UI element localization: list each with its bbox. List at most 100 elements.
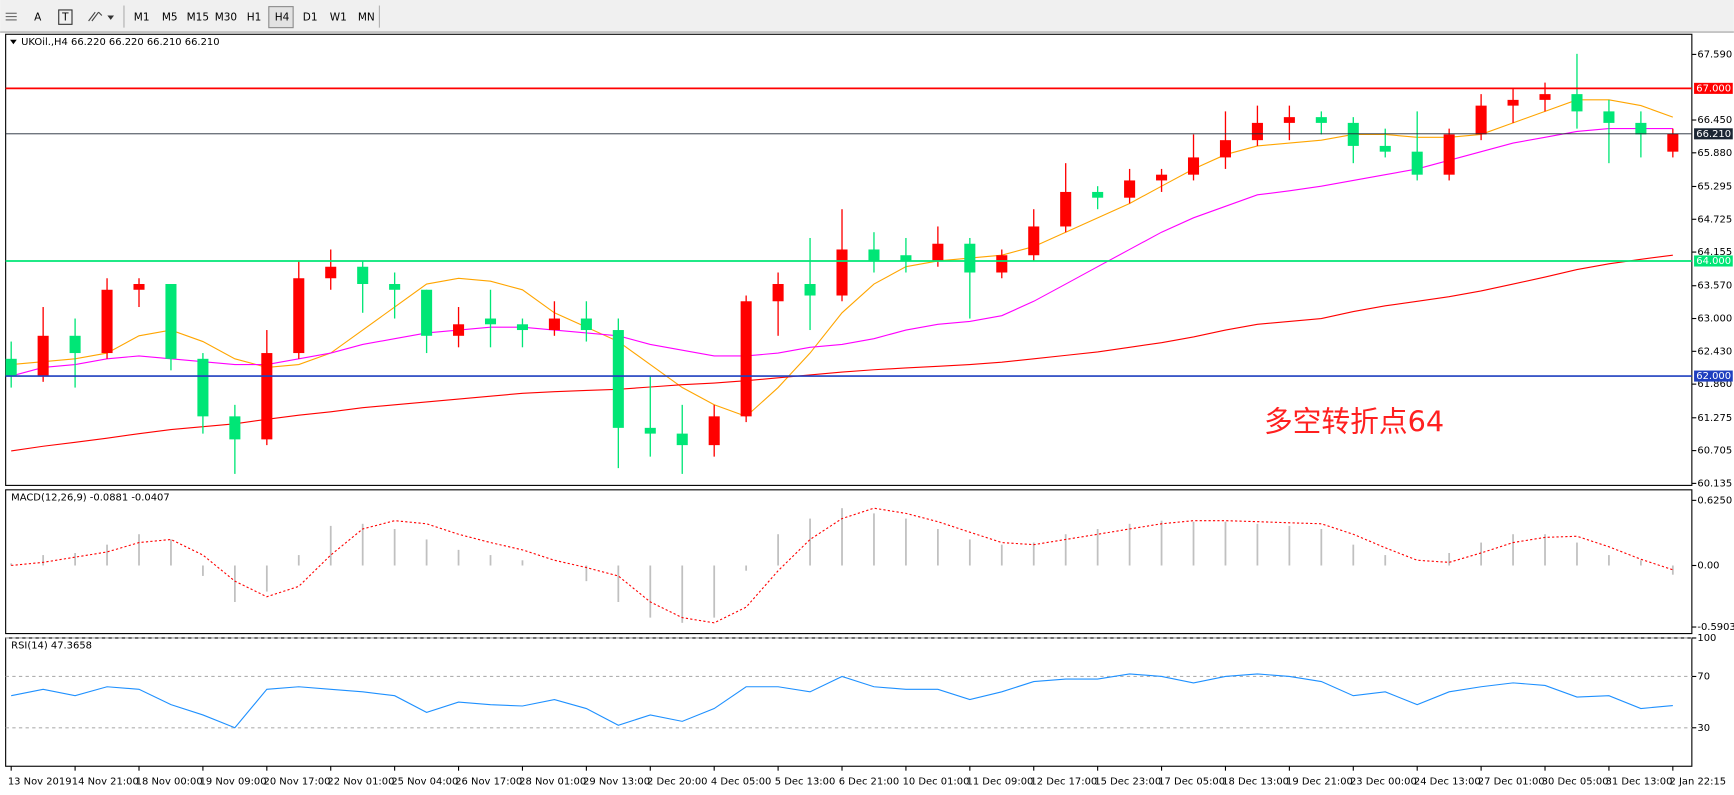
candle-body (484, 318, 497, 325)
label-tool-frame (58, 9, 73, 25)
active-timeframe-frame (268, 6, 294, 29)
x-tick-label: 15 Dec 23:00 (1094, 777, 1161, 788)
timeframe-button[interactable]: H4 (275, 12, 290, 24)
x-tick-label: 20 Nov 17:00 (264, 777, 331, 788)
panel-title: UKOil.,H4 66.220 66.220 66.210 66.210 (21, 37, 219, 48)
moving-average (11, 99, 1674, 418)
x-tick-label: 13 Nov 2019 (8, 777, 72, 788)
candle-body (964, 243, 976, 273)
timeframe-button[interactable]: MN (358, 12, 375, 24)
timeframe-buttons: M1 M5 M15 M30 H1 H4 D1 W1 MN (134, 12, 375, 24)
level-label: 67.000 (1696, 83, 1731, 94)
collapse-arrow[interactable] (10, 39, 17, 45)
candle-body (516, 324, 528, 331)
plots: UKOil.,H4 66.220 66.220 66.210 66.210 67.… (5, 37, 1734, 788)
y-tick-label: 64.155 (1697, 247, 1732, 258)
timeframe-button[interactable]: D1 (303, 12, 318, 24)
candle-body (740, 301, 752, 417)
candle-body (1283, 117, 1295, 123)
candle-body (1028, 226, 1040, 256)
level-label-bg (1694, 370, 1733, 382)
y-tick-label: 65.880 (1697, 148, 1732, 159)
x-tick-label: 6 Dec 21:00 (839, 777, 900, 788)
candle-body (932, 243, 944, 261)
candle-body (900, 255, 912, 261)
candle-body (389, 284, 401, 290)
candle-body (325, 266, 337, 279)
y-tick-label: 60.705 (1697, 446, 1732, 457)
x-tick-label: 19 Dec 21:00 (1286, 777, 1353, 788)
rsi-line (11, 673, 1673, 729)
candle-body (612, 330, 624, 428)
y-tick-label: 64.725 (1697, 214, 1732, 225)
panel-title: RSI(14) 47.3658 (11, 641, 92, 652)
x-tick-label: 2 Dec 20:00 (647, 777, 708, 788)
y-tick-label: 66.450 (1697, 115, 1732, 126)
candle-body (996, 255, 1008, 273)
candle-body (644, 427, 656, 434)
level-label: 66.210 (1696, 129, 1731, 140)
macd-signal-line (11, 507, 1674, 624)
level-label-bg (1694, 128, 1733, 140)
timeframe-button[interactable]: M1 (134, 12, 150, 24)
candle-body (1539, 94, 1551, 100)
candle-body (357, 266, 369, 285)
x-tick-label: 19 Nov 09:00 (200, 777, 267, 788)
level-label: 64.000 (1696, 256, 1731, 267)
arrows-tool[interactable] (88, 11, 103, 22)
dropdown-arrow[interactable] (107, 15, 115, 20)
candle-body (101, 289, 113, 354)
y-tick-label: -0.5903 (1697, 622, 1734, 633)
x-tick-label: 26 Nov 17:00 (455, 777, 522, 788)
text-tool[interactable]: A (34, 12, 42, 24)
candle-body (229, 416, 241, 440)
candle-body (261, 353, 273, 440)
timeframe-button[interactable]: M5 (162, 12, 178, 24)
level-label: 62.000 (1696, 371, 1731, 382)
candle-body (197, 358, 209, 417)
x-tick-label: 10 Dec 01:00 (903, 777, 970, 788)
candle-body (804, 284, 816, 296)
candle-body (1092, 191, 1104, 198)
label-tool[interactable]: T (61, 12, 69, 24)
timeframe-button[interactable]: M30 (215, 12, 237, 24)
x-tick-label: 4 Dec 05:00 (711, 777, 772, 788)
timeframe-button[interactable]: W1 (330, 12, 347, 24)
candle-body (676, 433, 688, 446)
x-tick-label: 18 Nov 00:00 (136, 777, 203, 788)
candle-body (1379, 145, 1391, 152)
candle-body (69, 335, 81, 354)
y-tick-label: 61.860 (1697, 379, 1732, 390)
candle-body (1187, 157, 1200, 175)
y-tick-label: 63.000 (1697, 314, 1732, 325)
y-tick-label: 30 (1697, 723, 1710, 734)
x-tick-label: 27 Dec 01:00 (1478, 777, 1545, 788)
candle-body (1443, 134, 1455, 175)
timeframe-button[interactable]: H1 (247, 12, 262, 24)
main-panel-frame (5, 33, 1693, 486)
y-tick-label: 61.275 (1697, 413, 1732, 424)
toolbar: A T M1 M5 M15 M30 H1 H4 D1 W1 MN (0, 0, 1734, 33)
candle-body (1507, 99, 1519, 106)
candle-body (1219, 140, 1231, 158)
annotation: 多空转折点64 (1264, 404, 1444, 438)
x-tick-label: 2 Jan 22:15 (1670, 777, 1727, 788)
candle-body (1603, 111, 1615, 123)
candle-body (133, 284, 145, 290)
x-tick-label: 18 Dec 13:00 (1222, 777, 1289, 788)
candle-body (1411, 151, 1423, 175)
x-tick-label: 24 Dec 13:00 (1414, 777, 1481, 788)
candle-body (1156, 174, 1168, 181)
y-tick-label: 60.135 (1697, 478, 1732, 489)
candle-body (1251, 122, 1263, 141)
candle-body (708, 416, 720, 446)
level-label-bg (1694, 82, 1733, 94)
y-tick-label: 0.00 (1697, 561, 1719, 572)
timeframe-button[interactable]: M15 (187, 12, 209, 24)
y-tick-label: 67.590 (1697, 49, 1732, 60)
y-tick-label: 62.430 (1697, 346, 1732, 357)
candle-body (1571, 94, 1583, 112)
x-tick-label: 14 Nov 21:00 (72, 777, 139, 788)
